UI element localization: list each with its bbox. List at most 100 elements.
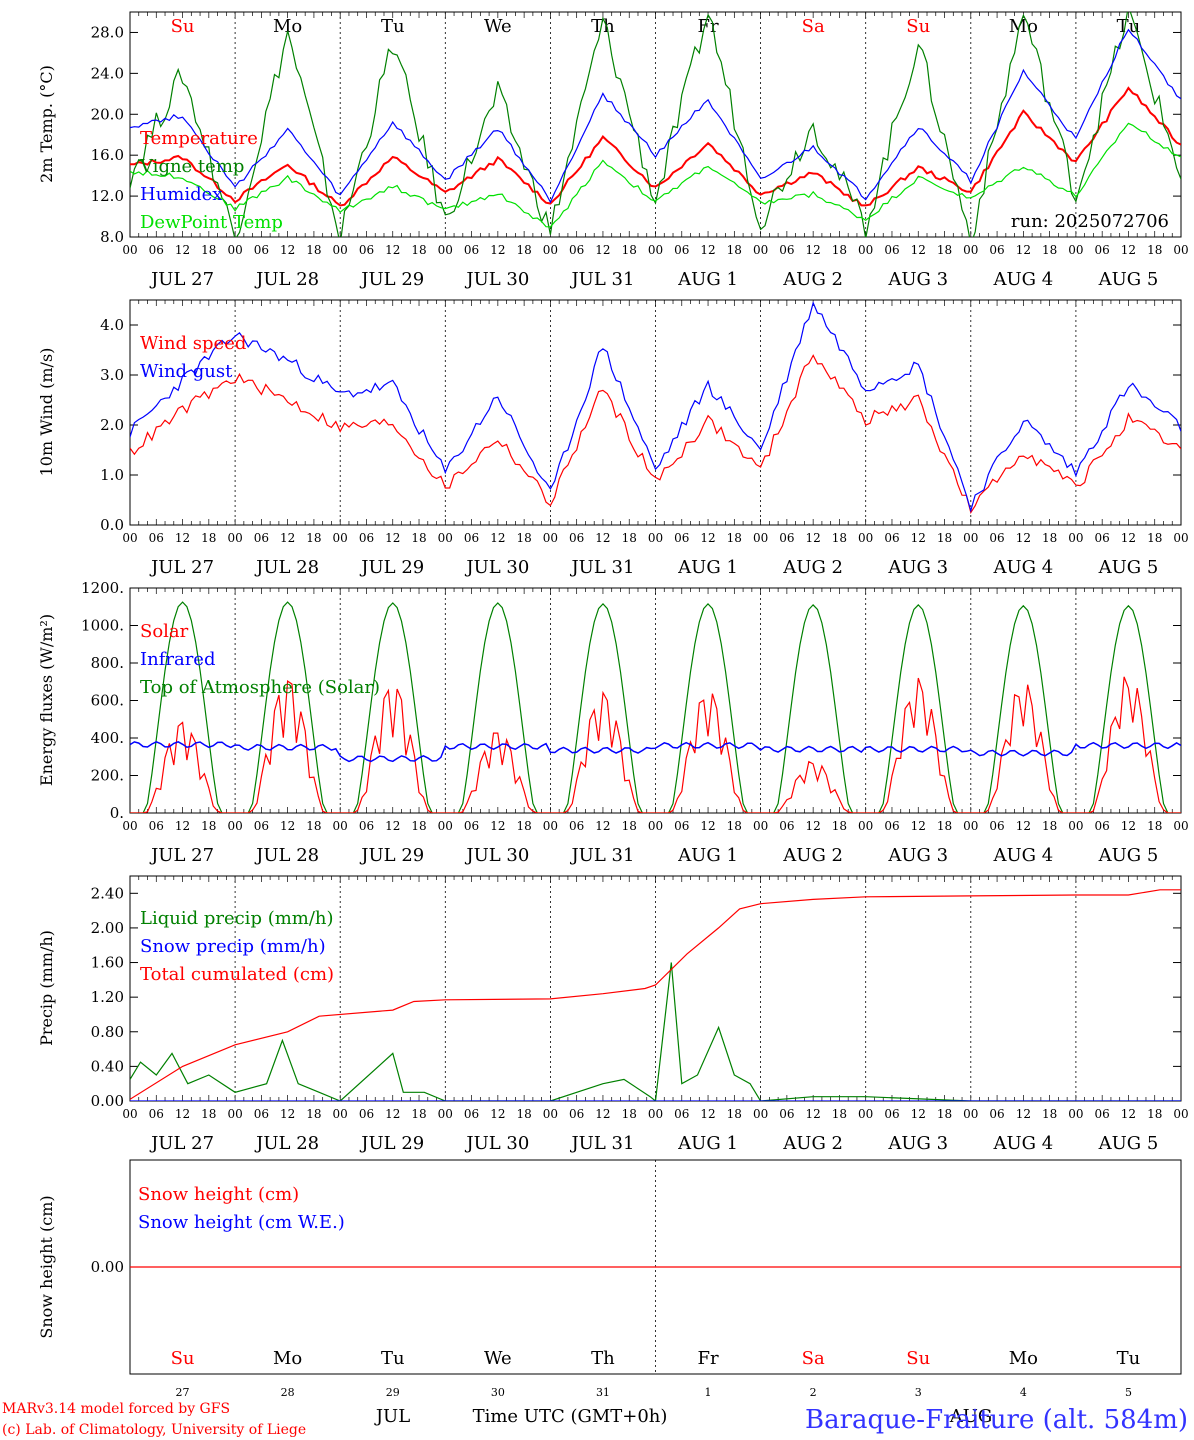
date-label: AUG 1	[677, 845, 738, 866]
hour-label: 00	[753, 1107, 768, 1121]
hour-label: 00	[1068, 819, 1083, 833]
y-tick-label: 1200.	[81, 579, 124, 597]
weekday-label: Mo	[1009, 16, 1038, 37]
hour-label: 12	[700, 243, 715, 257]
hour-label: 18	[516, 819, 531, 833]
footer-copyright-line: (c) Lab. of Climatology, University of L…	[2, 1422, 306, 1438]
hour-label: 12	[385, 531, 400, 545]
hour-label: 18	[1147, 531, 1162, 545]
hour-label: 12	[490, 1107, 505, 1121]
panel-precip: 0.00 0.40 0.80 1.20 1.60 2.00 2.40 Precip (mm/h…	[37, 875, 1189, 1154]
hour-label: 06	[1095, 243, 1110, 257]
hour-label: 18	[832, 1107, 847, 1121]
hour-label: 18	[1147, 1107, 1162, 1121]
hour-label: 18	[411, 1107, 426, 1121]
hour-label: 00	[858, 531, 873, 545]
date-label: AUG 4	[992, 1133, 1053, 1154]
hour-label: 12	[700, 531, 715, 545]
hour-label: 00	[122, 243, 137, 257]
date-label: AUG 4	[992, 269, 1053, 290]
hour-label: 18	[622, 819, 637, 833]
hour-label: 00	[963, 819, 978, 833]
series-line-solar	[130, 676, 1181, 813]
hour-label: 06	[254, 1107, 269, 1121]
hour-label: 18	[832, 531, 847, 545]
hour-label: 06	[254, 531, 269, 545]
hour-label: 18	[832, 819, 847, 833]
date-label: AUG 1	[677, 1133, 738, 1154]
hour-label: 18	[306, 819, 321, 833]
hour-label: 12	[175, 819, 190, 833]
hour-label: 00	[648, 243, 663, 257]
date-label: JUL 27	[149, 1133, 214, 1154]
hour-label: 12	[806, 1107, 821, 1121]
y-tick-label: 0.00	[91, 1092, 124, 1110]
hour-label: 00	[227, 1107, 242, 1121]
y-axis-label: 10m Wind (m/s)	[37, 348, 56, 477]
hour-label: 18	[1042, 531, 1057, 545]
weekday-label: Su	[906, 1348, 930, 1369]
hour-label: 00	[122, 819, 137, 833]
hour-label: 06	[254, 243, 269, 257]
hour-label: 06	[884, 243, 899, 257]
hour-label: 06	[149, 531, 164, 545]
hour-label: 18	[622, 1107, 637, 1121]
legend-entry: DewPoint Temp	[140, 212, 283, 233]
date-label: JUL 27	[149, 557, 214, 578]
footer-station: Baraque-Fraiture (alt. 584m)	[805, 1405, 1188, 1435]
hour-label: 00	[543, 1107, 558, 1121]
date-label: AUG 4	[992, 557, 1053, 578]
hour-label: 00	[438, 1107, 453, 1121]
hour-label: 06	[674, 531, 689, 545]
hour-label: 06	[359, 819, 374, 833]
hour-label: 00	[543, 243, 558, 257]
date-label: AUG 5	[1098, 269, 1159, 290]
weekday-label: Sa	[802, 1348, 825, 1369]
hour-label: 12	[595, 819, 610, 833]
legend-entry: Top of Atmosphere (Solar)	[140, 677, 380, 698]
hour-label: 00	[122, 1107, 137, 1121]
y-tick-label: 0.	[110, 804, 124, 822]
y-tick-label: 400.	[91, 729, 124, 747]
hour-label: 12	[806, 243, 821, 257]
hour-label: 00	[1173, 243, 1188, 257]
y-axis-label: Energy fluxes (W/m²)	[37, 614, 56, 786]
hour-label: 00	[438, 531, 453, 545]
y-tick-label: 0.00	[91, 1258, 124, 1276]
hour-label: 18	[516, 1107, 531, 1121]
date-label: JUL 28	[254, 845, 319, 866]
hour-label: 18	[622, 531, 637, 545]
date-label: AUG 3	[887, 269, 948, 290]
y-tick-label: 2.40	[91, 884, 124, 902]
weekday-label: We	[484, 1348, 512, 1369]
hour-label: 12	[911, 1107, 926, 1121]
series-group	[130, 601, 1181, 813]
hour-label: 00	[1068, 531, 1083, 545]
hour-label: 06	[1095, 819, 1110, 833]
hour-label: 18	[411, 243, 426, 257]
hour-label: 06	[779, 531, 794, 545]
hour-label: 18	[622, 243, 637, 257]
y-tick-label: 1000.	[81, 617, 124, 635]
series-line-infrared	[130, 740, 1181, 763]
hour-label: 06	[569, 819, 584, 833]
y-tick-label: 0.40	[91, 1057, 124, 1075]
weekday-label: Tu	[1117, 1348, 1141, 1369]
legend-entry: Wind speed	[140, 333, 246, 354]
y-axis-label: 2m Temp. (°C)	[37, 65, 56, 183]
hour-label: 18	[1147, 243, 1162, 257]
legend-entry: Infrared	[140, 649, 215, 670]
date-label: AUG 1	[677, 557, 738, 578]
hour-label: 12	[490, 819, 505, 833]
weekday-label: We	[484, 16, 512, 37]
series-line	[130, 122, 1181, 228]
hour-label: 06	[569, 1107, 584, 1121]
hour-label: 00	[1173, 1107, 1188, 1121]
hour-label: 18	[727, 1107, 742, 1121]
hour-label: 00	[122, 531, 137, 545]
series-line-toa	[130, 601, 1181, 813]
y-tick-label: 1.0	[100, 466, 124, 484]
hour-label: 12	[175, 243, 190, 257]
legend-entry: Solar	[140, 621, 189, 642]
